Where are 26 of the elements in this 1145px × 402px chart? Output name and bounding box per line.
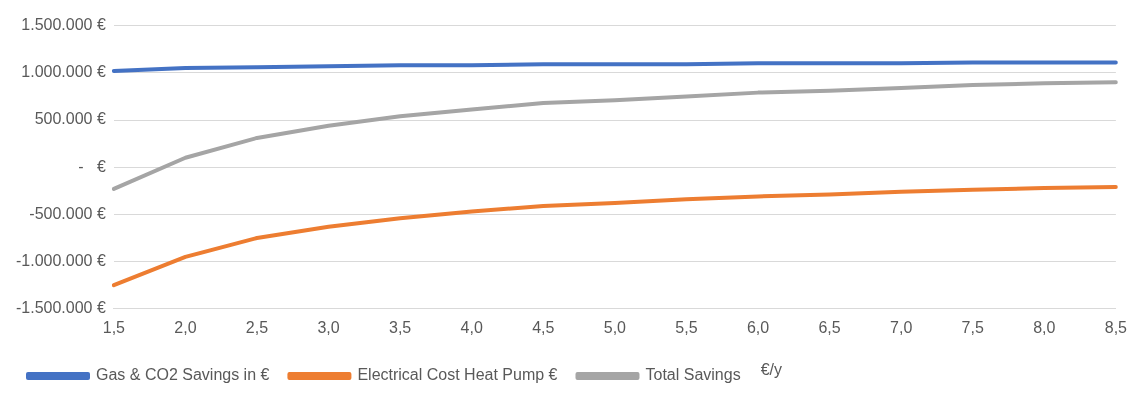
x-tick-label: 5,0 [603, 318, 627, 336]
y-tick-label: 1.500.000 € [21, 16, 106, 34]
x-tick-label: 7,5 [961, 318, 984, 336]
x-tick-label: 6,5 [818, 318, 841, 336]
y-tick-label: 1.000.000 € [21, 63, 106, 81]
x-tick-label: 4,0 [460, 318, 483, 336]
text: €/y [760, 361, 782, 379]
y-tick-label: -500.000 € [29, 204, 106, 222]
x-tick-label: 6,0 [746, 318, 770, 336]
y-tick-label: -1.500.000 € [15, 299, 106, 317]
legend-label: Electrical Cost Heat Pump € [357, 366, 558, 384]
legend-label: Total Savings [645, 366, 741, 384]
x-tick-label: 1,5 [102, 318, 126, 336]
x-tick-label: 8,0 [1033, 318, 1056, 336]
x-tick-label: 2,5 [245, 318, 269, 336]
x-tick-label: 3,0 [317, 318, 340, 336]
x-tick-label: 3,5 [389, 318, 412, 336]
x-tick-label: 8,5 [1104, 318, 1128, 336]
x-tick-label: 2,0 [174, 318, 197, 336]
y-tick-label: -1.000.000 € [15, 252, 106, 270]
x-tick-label: 7,0 [890, 318, 913, 336]
y-tick-label: 500.000 € [34, 110, 106, 128]
legend-label: Gas & CO2 Savings in € [96, 366, 270, 384]
x-tick-label: 4,5 [532, 318, 555, 336]
y-tick-label: - € [78, 157, 106, 175]
x-tick-label: 5,5 [675, 318, 698, 336]
